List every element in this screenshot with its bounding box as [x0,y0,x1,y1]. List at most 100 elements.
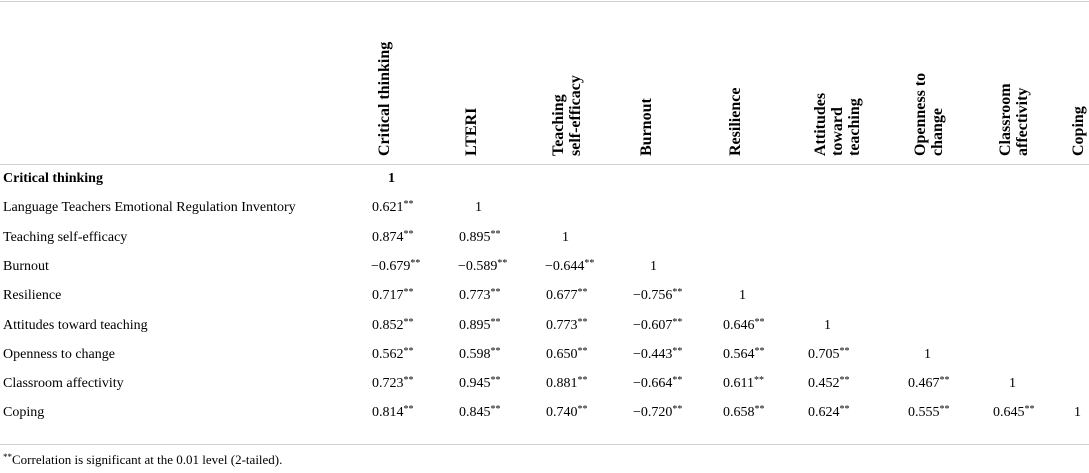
header-bottom-rule [0,164,1089,165]
correlation-cell: 1 [824,317,831,335]
cell-value: 1 [388,171,395,186]
cell-value: 0.881 [546,376,578,392]
correlation-cell: −0.720** [633,404,682,423]
correlation-cell: −0.607** [633,317,682,336]
cell-value: 0.814 [372,405,404,421]
significance-marker: ** [754,345,765,357]
correlation-cell: 0.845** [459,404,501,423]
significance-marker: ** [839,404,850,416]
cell-value: 0.895 [459,317,491,333]
cell-value: −0.679 [371,258,411,274]
correlation-cell: −0.443** [633,346,682,365]
cell-value: 0.555 [908,405,940,421]
significance-marker: ** [403,375,414,387]
significance-marker: ** [754,316,765,328]
cell-value: 0.845 [459,405,491,421]
cell-value: 0.677 [546,288,578,304]
column-header-label: Critical thinking [376,41,393,156]
correlation-cell: 1 [562,229,569,247]
significance-marker: ** [490,345,501,357]
correlation-cell: 0.624** [808,404,850,423]
cell-value: 0.723 [372,376,404,392]
column-header: Attitudes toward teaching [812,4,863,156]
cell-value: 1 [739,288,746,304]
cell-value: 1 [562,229,569,245]
significance-marker: ** [490,316,501,328]
column-header-label: Resilience [727,87,744,156]
correlation-cell: 0.562** [372,346,414,365]
column-header-label: Classroom affectivity [997,83,1031,156]
row-label: Openness to change [3,346,115,362]
row-label: Attitudes toward teaching [3,317,148,333]
cell-value: 0.467 [908,376,940,392]
correlation-cell: 1 [388,170,395,188]
correlation-cell: 0.452** [808,375,850,394]
correlation-cell: −0.679** [371,258,420,277]
cell-value: 1 [824,317,831,333]
row-label: Coping [3,405,45,421]
correlation-cell: 0.705** [808,346,850,365]
significance-marker: ** [672,345,683,357]
significance-marker: ** [403,404,414,416]
correlation-cell: 1 [1009,375,1016,393]
cell-value: 1 [924,346,931,362]
correlation-cell: −0.589** [458,258,507,277]
significance-marker: ** [577,345,588,357]
cell-value: −0.664 [633,376,673,392]
row-label: Resilience [3,288,62,304]
significance-marker: ** [490,404,501,416]
significance-marker: ** [672,404,683,416]
correlation-cell: 0.814** [372,404,414,423]
column-header: LTERI [463,4,499,156]
column-header: Openness to change [912,4,948,156]
cell-value: 0.658 [723,405,755,421]
cell-value: 0.717 [372,288,404,304]
cell-value: 0.945 [459,376,491,392]
significance-marker: ** [403,199,414,211]
cell-value: 0.773 [546,317,578,333]
significance-marker: ** [672,287,683,299]
correlation-cell: 0.621** [372,199,414,218]
correlation-cell: 0.598** [459,346,501,365]
cell-value: 0.624 [808,405,840,421]
significance-marker: ** [577,316,588,328]
significance-marker: ** [403,228,414,240]
correlation-cell: −0.756** [633,287,682,306]
column-header-label: Coping [1070,106,1087,156]
cell-value: 1 [1009,376,1016,392]
cell-value: −0.443 [633,346,673,362]
significance-marker: ** [577,375,588,387]
significance-marker: ** [839,345,850,357]
significance-marker: ** [490,375,501,387]
significance-marker: ** [754,404,765,416]
significance-marker: ** [672,316,683,328]
column-header-label: Teaching self-efficacy [550,75,584,156]
correlation-cell: 0.658** [723,404,765,423]
significance-marker: ** [839,375,850,387]
table-bottom-rule [0,444,1089,445]
cell-value: 0.874 [372,229,404,245]
cell-value: −0.720 [633,405,673,421]
correlation-cell: 0.467** [908,375,950,394]
correlation-cell: 0.646** [723,317,765,336]
cell-value: 0.562 [372,346,404,362]
cell-value: −0.644 [545,258,585,274]
significance-marker: ** [403,287,414,299]
header-top-rule [0,1,1089,2]
correlation-cell: 0.881** [546,375,588,394]
column-header-label: Openness to change [912,72,946,156]
significance-marker: ** [577,287,588,299]
correlation-cell: 1 [475,199,482,217]
footnote-marker: ** [3,452,12,462]
cell-value: 0.705 [808,346,840,362]
column-header: Resilience [727,4,763,156]
cell-value: 0.852 [372,317,404,333]
column-header: Coping [1070,4,1089,156]
cell-value: 0.611 [723,376,754,392]
significance-marker: ** [939,404,950,416]
correlation-cell: 0.874** [372,229,414,248]
correlation-cell: 0.740** [546,404,588,423]
column-header-label: Attitudes toward teaching [812,92,863,156]
correlation-cell: 1 [650,258,657,276]
row-label: Burnout [3,258,49,274]
